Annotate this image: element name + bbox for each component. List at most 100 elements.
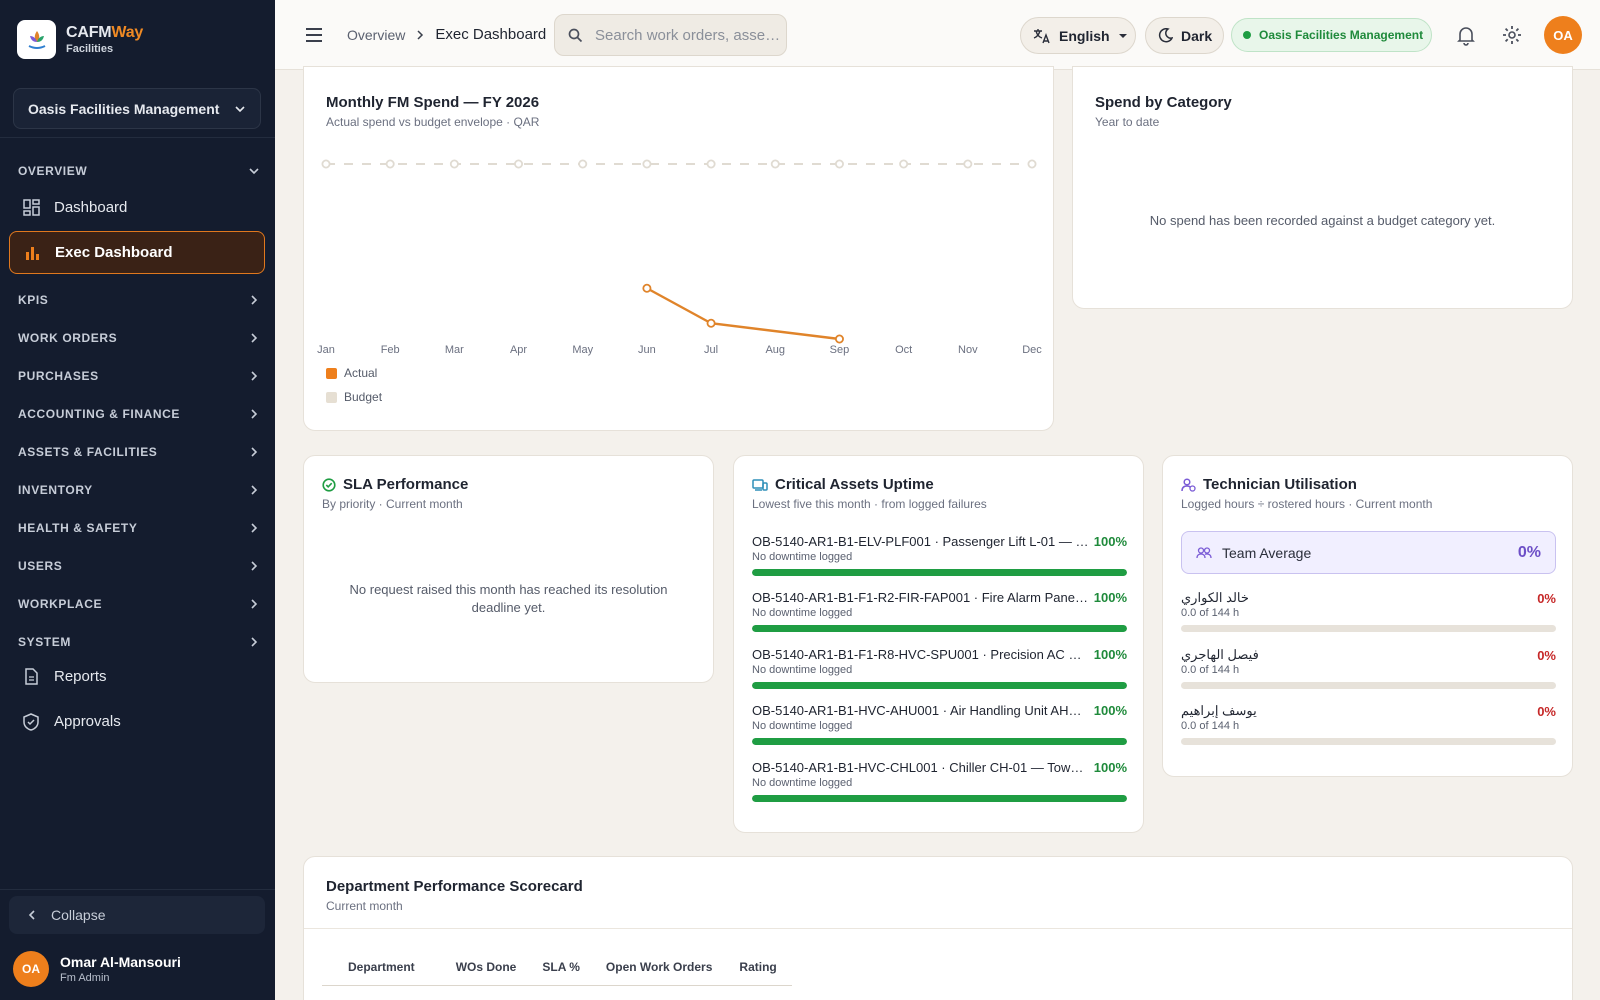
x-tick-label: Sep — [830, 344, 850, 356]
data-point-budget[interactable] — [642, 159, 652, 169]
nav-section-accounting-finance[interactable]: ACCOUNTING & FINANCE — [18, 407, 260, 421]
column-header-department[interactable]: Department — [348, 960, 415, 974]
shield-check-icon — [22, 712, 40, 731]
nav-section-label: INVENTORY — [18, 483, 93, 497]
data-point-budget[interactable] — [963, 159, 973, 169]
sidebar-divider — [0, 137, 275, 138]
asset-note: No downtime logged — [752, 551, 853, 563]
x-tick-label: Aug — [765, 344, 785, 356]
list-item[interactable]: يوسف إبراهيم 0% 0.0 of 144 h — [1181, 703, 1556, 745]
chevron-right-icon — [251, 599, 258, 609]
sla-performance-card: SLA Performance By priority · Current mo… — [303, 455, 714, 683]
sidebar-item-reports[interactable]: Reports — [9, 655, 265, 698]
legend-item-actual[interactable]: Actual — [326, 361, 382, 385]
x-tick-label: Jul — [704, 344, 718, 356]
legend-label: Budget — [344, 390, 383, 404]
legend-swatch — [326, 391, 337, 403]
data-point-budget[interactable] — [706, 159, 716, 169]
monthly-spend-card: Monthly FM Spend — FY 2026 Actual spend … — [303, 66, 1054, 431]
data-point-budget[interactable] — [899, 159, 909, 169]
data-point-budget[interactable] — [770, 159, 780, 169]
column-header-rating[interactable]: Rating — [739, 960, 777, 974]
nav-section-health-safety[interactable]: HEALTH & SAFETY — [18, 521, 260, 535]
collapse-sidebar-button[interactable]: Collapse — [9, 896, 265, 934]
x-tick-label: Feb — [381, 344, 400, 356]
asset-name: OB-5140-AR1-B1-HVC-CHL001 · Chiller CH-0… — [752, 760, 1090, 775]
data-point-budget[interactable] — [321, 159, 331, 169]
gear-icon[interactable] — [1501, 24, 1523, 46]
data-point-budget[interactable] — [1027, 159, 1037, 169]
avatar[interactable]: OA — [1544, 16, 1582, 54]
asset-note: No downtime logged — [752, 720, 853, 732]
card-title-text: Technician Utilisation — [1203, 476, 1357, 493]
bell-icon[interactable] — [1455, 24, 1477, 46]
data-point-budget[interactable] — [449, 159, 459, 169]
data-point-actual[interactable] — [642, 283, 652, 293]
nav-section-kpis[interactable]: KPIS — [18, 293, 260, 307]
nav-section-label: KPIS — [18, 293, 49, 307]
legend-item-budget[interactable]: Budget — [326, 385, 382, 409]
list-item[interactable]: فيصل الهاجري 0% 0.0 of 144 h — [1181, 647, 1556, 689]
asset-note: No downtime logged — [752, 607, 853, 619]
data-point-budget[interactable] — [385, 159, 395, 169]
data-point-budget[interactable] — [578, 159, 588, 169]
topbar: Overview Exec Dashboard Search work orde… — [275, 0, 1600, 70]
column-header-wos-done[interactable]: WOs Done — [455, 960, 517, 974]
card-title: Department Performance Scorecard — [326, 878, 583, 895]
x-tick-label: Jun — [638, 344, 656, 356]
data-point-budget[interactable] — [514, 159, 524, 169]
asset-name: OB-5140-AR1-B1-F1-R2-FIR-FAP001 · Fire A… — [752, 590, 1090, 605]
nav-section-system[interactable]: SYSTEM — [18, 635, 260, 649]
data-point-actual[interactable] — [834, 334, 844, 344]
column-header-sla[interactable]: SLA % — [542, 960, 580, 974]
list-item[interactable]: خالد الكواري 0% 0.0 of 144 h — [1181, 590, 1556, 632]
x-tick-label: Dec — [1022, 344, 1042, 356]
data-point-budget[interactable] — [834, 159, 844, 169]
nav-section-users[interactable]: USERS — [18, 559, 260, 573]
critical-assets-card: Critical Assets Uptime Lowest five this … — [733, 455, 1144, 833]
nav-section-workplace[interactable]: WORKPLACE — [18, 597, 260, 611]
sidebar-item-label: Reports — [54, 668, 107, 685]
card-title-text: SLA Performance — [343, 476, 469, 493]
nav-section-inventory[interactable]: INVENTORY — [18, 483, 260, 497]
list-item[interactable]: OB-5140-AR1-B1-HVC-CHL001 · Chiller CH-0… — [752, 760, 1127, 802]
breadcrumb-overview[interactable]: Overview — [347, 26, 406, 43]
technician-utilisation-card: Technician Utilisation Logged hours ÷ ro… — [1162, 455, 1573, 777]
user-profile[interactable]: OA Omar Al-Mansouri Fm Admin — [13, 951, 181, 987]
chevron-down-icon — [249, 168, 259, 175]
theme-toggle-button[interactable]: Dark — [1145, 17, 1224, 54]
sidebar-item-dashboard[interactable]: Dashboard — [9, 186, 265, 229]
list-item[interactable]: OB-5140-AR1-B1-F1-R8-HVC-SPU001 · Precis… — [752, 647, 1127, 689]
sidebar: CAFMWay Facilities Oasis Facilities Mana… — [0, 0, 275, 1000]
dashboard-grid-icon — [22, 199, 40, 217]
team-average-summary: Team Average 0% — [1181, 531, 1556, 574]
asset-uptime: 100% — [1093, 703, 1127, 718]
legend-label: Actual — [344, 366, 378, 380]
x-tick-label: Mar — [445, 344, 464, 356]
list-item[interactable]: OB-5140-AR1-B1-ELV-PLF001 · Passenger Li… — [752, 534, 1127, 576]
translate-icon — [1033, 28, 1050, 43]
search-input[interactable]: Search work orders, asse… — [554, 14, 787, 56]
sidebar-item-approvals[interactable]: Approvals — [9, 700, 265, 743]
column-header-open-work-orders[interactable]: Open Work Orders — [605, 960, 713, 974]
menu-icon[interactable] — [303, 24, 325, 46]
search-icon — [568, 28, 583, 42]
language-selector[interactable]: English — [1020, 17, 1136, 54]
list-item[interactable]: OB-5140-AR1-B1-F1-R2-FIR-FAP001 · Fire A… — [752, 590, 1127, 632]
org-selector[interactable]: Oasis Facilities Management — [13, 88, 261, 129]
chevron-right-icon — [251, 409, 258, 419]
card-title: Critical Assets Uptime — [752, 476, 987, 493]
brand[interactable]: CAFMWay Facilities — [17, 20, 143, 59]
data-point-actual[interactable] — [706, 318, 716, 328]
sidebar-item-exec-dashboard[interactable]: Exec Dashboard — [9, 231, 265, 274]
technician-name: يوسف إبراهيم — [1181, 703, 1257, 718]
nav-section-overview[interactable]: OVERVIEW — [18, 164, 260, 178]
collapse-label: Collapse — [51, 907, 106, 923]
nav-section-work-orders[interactable]: WORK ORDERS — [18, 331, 260, 345]
users-icon — [1196, 546, 1212, 558]
list-item[interactable]: OB-5140-AR1-B1-HVC-AHU001 · Air Handling… — [752, 703, 1127, 745]
series-line-actual — [646, 287, 840, 341]
nav-section-assets-facilities[interactable]: ASSETS & FACILITIES — [18, 445, 260, 459]
chevron-right-icon — [251, 523, 258, 533]
nav-section-purchases[interactable]: PURCHASES — [18, 369, 260, 383]
